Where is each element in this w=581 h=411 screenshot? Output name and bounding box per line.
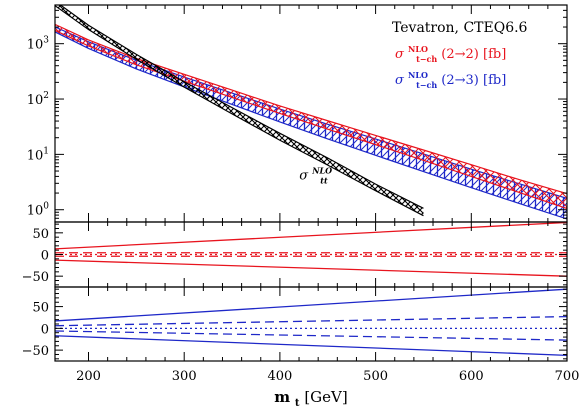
y-tick-label-exponent: 2 xyxy=(43,91,49,101)
legend-entry-tch22-sub: t−ch xyxy=(416,54,437,64)
ratio-red-line-solid-0 xyxy=(55,222,567,250)
y-tick-label-exponent: 1 xyxy=(43,146,49,156)
y-tick-label-1: 101 xyxy=(27,146,49,163)
ttbar-annotation-sigma: σ xyxy=(299,169,309,184)
ratio-red-y-tick-labels: −50 0 50 xyxy=(22,227,49,285)
ttbar-annotation-sub: tt xyxy=(320,176,328,186)
ratio-blue-line-solid-1 xyxy=(55,335,567,356)
band-tch22 xyxy=(55,24,567,209)
ratio-red-y-tick-label-1: 0 xyxy=(41,249,49,264)
band-ttbar-lower-edge xyxy=(55,5,424,217)
x-axis-label-m: m xyxy=(274,388,290,406)
band-ttbar-upper-edge xyxy=(59,5,424,209)
legend-entry-tch23-sub: t−ch xyxy=(416,80,437,90)
legend-entry-tch22-sup: NLO xyxy=(408,44,428,54)
y-tick-label-mantissa: 10 xyxy=(27,93,44,108)
legend-entry-tch22: σ NLO t−ch (2→2) [fb] xyxy=(395,41,506,66)
y-tick-label-exponent: 3 xyxy=(43,36,49,46)
y-tick-label-mantissa: 10 xyxy=(27,38,44,53)
legend-entry-tch23-sigma: σ xyxy=(395,73,405,88)
y-tick-label-3: 103 xyxy=(27,36,50,53)
legend-entry-tch23-text: (2→3) [fb] xyxy=(441,73,506,88)
x-tick-label-200: 200 xyxy=(76,369,101,384)
legend: Tevatron, CTEQ6.6 σ NLO t−ch (2→2) [fb] … xyxy=(392,20,528,92)
ratio-panel-red: −50 0 50 xyxy=(22,221,568,288)
band-tch22-lower-edge xyxy=(55,29,567,210)
ttbar-annotation: σ NLO tt xyxy=(299,163,336,186)
ratio-red-lines xyxy=(55,222,567,277)
x-tick-label-400: 400 xyxy=(267,369,292,384)
ratio-blue-y-tick-label-0: −50 xyxy=(22,344,49,359)
ratio-blue-y-tick-label-2: 50 xyxy=(32,301,49,316)
x-tick-label-300: 300 xyxy=(172,369,197,384)
ratio-red-y-tick-label-0: −50 xyxy=(22,270,49,285)
y-tick-label-0: 100 xyxy=(27,202,50,219)
main-ticks xyxy=(55,4,568,223)
ratio-blue-line-solid-0 xyxy=(55,288,567,322)
legend-entry-tch22-sigma: σ xyxy=(395,47,405,62)
band-tch22-upper-edge xyxy=(55,23,567,195)
x-tick-label-600: 600 xyxy=(459,369,484,384)
ratio-blue-lines xyxy=(55,288,567,356)
legend-entry-tch23: σ NLO t−ch (2→3) [fb] xyxy=(395,67,506,92)
y-tick-label-mantissa: 10 xyxy=(27,148,44,163)
ratio-blue-ticks xyxy=(55,287,568,361)
ratio-blue-line-dashed-2 xyxy=(55,315,567,327)
ratio-blue-line-dashed-3 xyxy=(55,330,567,341)
legend-title: Tevatron, CTEQ6.6 xyxy=(392,20,528,36)
ratio-blue-y-tick-label-1: 0 xyxy=(41,322,49,337)
y-tick-label-mantissa: 10 xyxy=(27,204,44,219)
ratio-panel-blue: −50 0 50 xyxy=(22,286,568,362)
legend-entry-tch23-sup: NLO xyxy=(408,70,428,80)
x-axis-label: m t [GeV] xyxy=(274,388,347,410)
x-axis-label-sub: t xyxy=(295,398,300,409)
main-bands xyxy=(55,5,567,220)
ratio-red-ticks xyxy=(55,222,568,287)
band-tch23-lower-edge xyxy=(55,31,567,220)
y-tick-label-2: 102 xyxy=(27,91,49,108)
x-tick-labels: 200 300 400 500 600 700 xyxy=(76,369,579,384)
ttbar-annotation-sup: NLO xyxy=(311,166,332,176)
legend-entry-tch22-text: (2→2) [fb] xyxy=(441,47,506,62)
ratio-blue-y-tick-labels: −50 0 50 xyxy=(22,301,49,360)
band-ttbar xyxy=(55,5,424,216)
x-tick-label-700: 700 xyxy=(555,369,580,384)
x-tick-label-500: 500 xyxy=(363,369,388,384)
ratio-red-line-solid-1 xyxy=(55,259,567,277)
x-axis-label-unit: [GeV] xyxy=(304,388,347,406)
ratio-red-y-tick-label-2: 50 xyxy=(32,227,49,242)
y-tick-label-exponent: 0 xyxy=(43,202,49,212)
